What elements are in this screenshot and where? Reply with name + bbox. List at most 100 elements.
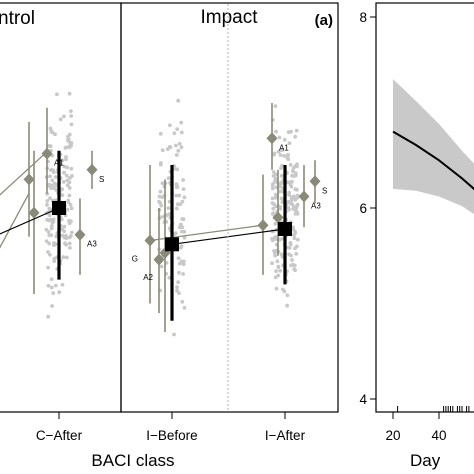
raw-point xyxy=(58,117,63,122)
raw-point xyxy=(175,285,179,290)
raw-point xyxy=(47,213,52,218)
raw-point xyxy=(295,187,299,192)
x-axis-label: BACI class xyxy=(91,451,174,470)
raw-point xyxy=(168,145,173,150)
raw-point xyxy=(285,303,289,308)
raw-point xyxy=(294,128,299,133)
fitted-line xyxy=(392,130,474,191)
raw-point xyxy=(275,259,280,264)
raw-point xyxy=(285,293,290,298)
raw-point xyxy=(69,206,74,211)
raw-point xyxy=(53,132,57,137)
raw-point xyxy=(69,230,74,235)
raw-point xyxy=(174,206,179,211)
raw-point xyxy=(179,120,184,125)
raw-point xyxy=(290,258,294,262)
raw-point xyxy=(274,172,278,177)
raw-point xyxy=(270,186,275,191)
site-label-A2: A2 xyxy=(143,273,153,282)
raw-point xyxy=(69,122,74,127)
raw-point xyxy=(45,199,50,203)
raw-point xyxy=(180,217,185,221)
raw-point xyxy=(291,227,296,232)
raw-point xyxy=(53,283,58,288)
raw-point xyxy=(181,272,186,276)
raw-point xyxy=(67,241,72,246)
raw-point xyxy=(296,237,300,242)
raw-point xyxy=(181,187,186,192)
raw-point xyxy=(177,193,182,198)
raw-point xyxy=(292,204,296,209)
raw-point xyxy=(271,206,276,211)
raw-point xyxy=(60,193,65,198)
raw-point xyxy=(49,285,54,290)
raw-point xyxy=(280,287,285,292)
raw-point xyxy=(69,109,73,114)
raw-point xyxy=(61,255,66,260)
raw-point xyxy=(292,236,297,241)
raw-point xyxy=(179,130,184,135)
raw-point xyxy=(166,206,171,211)
y-tick-label: 6 xyxy=(359,201,367,216)
raw-point xyxy=(182,195,187,200)
x-axis-ticks: C−After I−Before I−After xyxy=(36,412,306,443)
control-panel-title: ntrol xyxy=(0,8,35,29)
raw-point xyxy=(47,182,52,187)
raw-point xyxy=(46,250,50,254)
raw-point xyxy=(69,143,73,148)
mean-point-I-After xyxy=(278,222,292,237)
raw-point xyxy=(293,134,298,139)
raw-point xyxy=(273,195,278,200)
raw-point xyxy=(167,275,172,280)
raw-point xyxy=(160,181,165,186)
day-panel-frame xyxy=(375,2,474,413)
raw-point xyxy=(65,178,70,183)
raw-point xyxy=(176,148,181,153)
raw-point xyxy=(65,183,70,188)
raw-point xyxy=(65,165,69,170)
raw-point xyxy=(50,130,55,135)
site-point-G xyxy=(28,206,40,219)
raw-point xyxy=(176,280,181,285)
raw-point xyxy=(271,211,276,216)
mean-trend-ctrl xyxy=(0,207,60,235)
raw-point xyxy=(62,114,66,119)
raw-point xyxy=(180,299,185,304)
x-tick-label: C−After xyxy=(36,428,83,443)
raw-point xyxy=(160,148,165,153)
raw-point xyxy=(295,244,299,249)
raw-point xyxy=(274,204,278,209)
raw-point xyxy=(270,261,274,266)
rug-marks xyxy=(397,406,470,412)
raw-point xyxy=(274,234,278,239)
raw-point xyxy=(177,141,182,146)
raw-point xyxy=(55,92,59,97)
mean-point-I-Before xyxy=(165,237,179,252)
raw-point xyxy=(279,173,284,178)
site-label-S: S xyxy=(322,186,327,195)
raw-point xyxy=(287,246,292,250)
raw-point xyxy=(46,265,50,270)
raw-point xyxy=(289,129,293,134)
raw-point xyxy=(174,193,179,198)
raw-point xyxy=(293,164,298,169)
raw-point xyxy=(64,242,68,247)
raw-point xyxy=(175,167,180,172)
raw-point xyxy=(181,262,186,267)
site-label-G: G xyxy=(132,254,138,263)
site-point-A2 xyxy=(272,211,284,224)
raw-point xyxy=(48,196,52,201)
raw-point xyxy=(274,286,279,291)
raw-point xyxy=(292,263,297,268)
raw-point xyxy=(48,252,52,257)
raw-point xyxy=(46,283,51,288)
raw-point xyxy=(287,190,292,195)
impact-panel-title: Impact xyxy=(200,7,258,28)
site-trend-line-ctrl2 xyxy=(0,153,46,196)
raw-point xyxy=(70,174,74,178)
site-point-A2 xyxy=(23,173,35,186)
raw-point xyxy=(176,98,181,103)
raw-point xyxy=(54,183,59,188)
raw-point xyxy=(282,137,287,142)
